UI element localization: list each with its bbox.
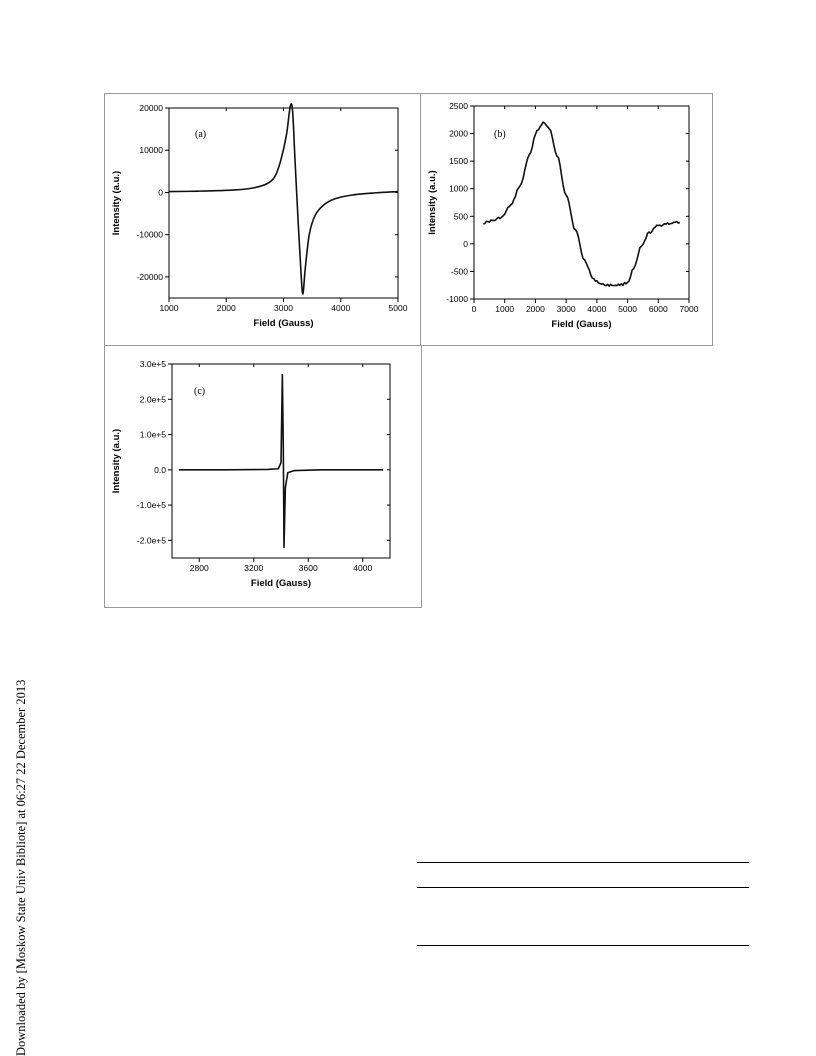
- y-tick-label: 0: [158, 187, 163, 197]
- table-rule-bottom: [417, 945, 749, 946]
- series-line: [483, 121, 681, 287]
- x-tick-label: 2000: [217, 303, 236, 313]
- y-tick-label: 2500: [449, 101, 468, 111]
- y-tick-label: 2.0e+5: [140, 394, 167, 404]
- y-tick-label: -500: [451, 266, 468, 276]
- chart-c-svg: 2800 3200 3600 4000 3.0e+5 2.0e+5 1.0e+5 0.0 -1.…: [111, 359, 391, 589]
- x-tick-label: 3000: [274, 303, 293, 313]
- download-watermark: Downloaded by [Moskow State Univ Bibliot…: [14, 679, 28, 1056]
- x-axis-title: Field (Gauss): [251, 578, 311, 589]
- panel-label: (c): [194, 386, 205, 397]
- chart-a-svg: 1000 2000 3000 4000 5000 20000 10000 0 -10000 -20…: [111, 103, 408, 329]
- table-rule-top: [417, 862, 749, 863]
- chart-panel-b: 0 1000 2000 3000 4000 5000 6000 7000 2500 2000 150…: [420, 93, 713, 346]
- x-tick-label: 3200: [244, 563, 263, 573]
- x-tick-label: 3600: [299, 563, 318, 573]
- x-tick-label: 3000: [557, 304, 576, 314]
- y-tick-label: 20000: [139, 103, 163, 113]
- y-axis-title: Intensity (a.u.): [111, 429, 122, 493]
- panel-label: (a): [195, 129, 206, 140]
- y-axis-title: Intensity (a.u.): [427, 170, 438, 234]
- y-tick-label: 10000: [139, 145, 163, 155]
- y-tick-label: 3.0e+5: [140, 359, 167, 369]
- y-tick-label: -2.0e+5: [137, 535, 166, 545]
- x-tick-label: 4000: [331, 303, 350, 313]
- y-tick-label: 2000: [449, 129, 468, 139]
- x-tick-label: 7000: [680, 304, 699, 314]
- series-line: [168, 103, 399, 295]
- chart-b-svg: 0 1000 2000 3000 4000 5000 6000 700025002000150…: [427, 101, 699, 330]
- x-tick-label: 2000: [526, 304, 545, 314]
- x-tick-label: 2800: [190, 563, 209, 573]
- x-tick-label: 0: [472, 304, 477, 314]
- y-tick-label: 0: [463, 239, 468, 249]
- x-axis-title: Field (Gauss): [551, 319, 611, 330]
- y-tick-label: 1500: [449, 156, 468, 166]
- x-tick-label: 4000: [587, 304, 606, 314]
- plot-frame: [171, 363, 391, 559]
- y-tick-label: 1.0e+5: [140, 430, 167, 440]
- plot-frame: [473, 105, 690, 300]
- x-tick-label: 5000: [389, 303, 408, 313]
- panel-label: (b): [494, 129, 506, 140]
- y-tick-label: 500: [454, 211, 468, 221]
- y-tick-label: 0.0: [154, 465, 166, 475]
- x-tick-label: 1000: [160, 303, 179, 313]
- y-tick-label: -1000: [446, 294, 468, 304]
- chart-panel-c: 2800 3200 3600 4000 3.0e+5 2.0e+5 1.0e+5 0.0 -1.…: [104, 345, 422, 608]
- x-tick-label: 6000: [649, 304, 668, 314]
- y-tick-label: -20000: [137, 272, 164, 282]
- y-tick-label: -10000: [137, 230, 164, 240]
- x-tick-label: 1000: [495, 304, 514, 314]
- y-axis-title: Intensity (a.u.): [111, 171, 122, 235]
- x-tick-label: 5000: [618, 304, 637, 314]
- chart-panel-a: 1000 2000 3000 4000 5000 20000 10000 0 -10000 -20…: [104, 93, 422, 346]
- series-line: [178, 373, 384, 549]
- y-tick-label: -1.0e+5: [137, 500, 166, 510]
- x-tick-label: 4000: [353, 563, 372, 573]
- table-rule-middle: [417, 887, 749, 888]
- y-tick-label: 1000: [449, 184, 468, 194]
- x-axis-title: Field (Gauss): [253, 318, 313, 329]
